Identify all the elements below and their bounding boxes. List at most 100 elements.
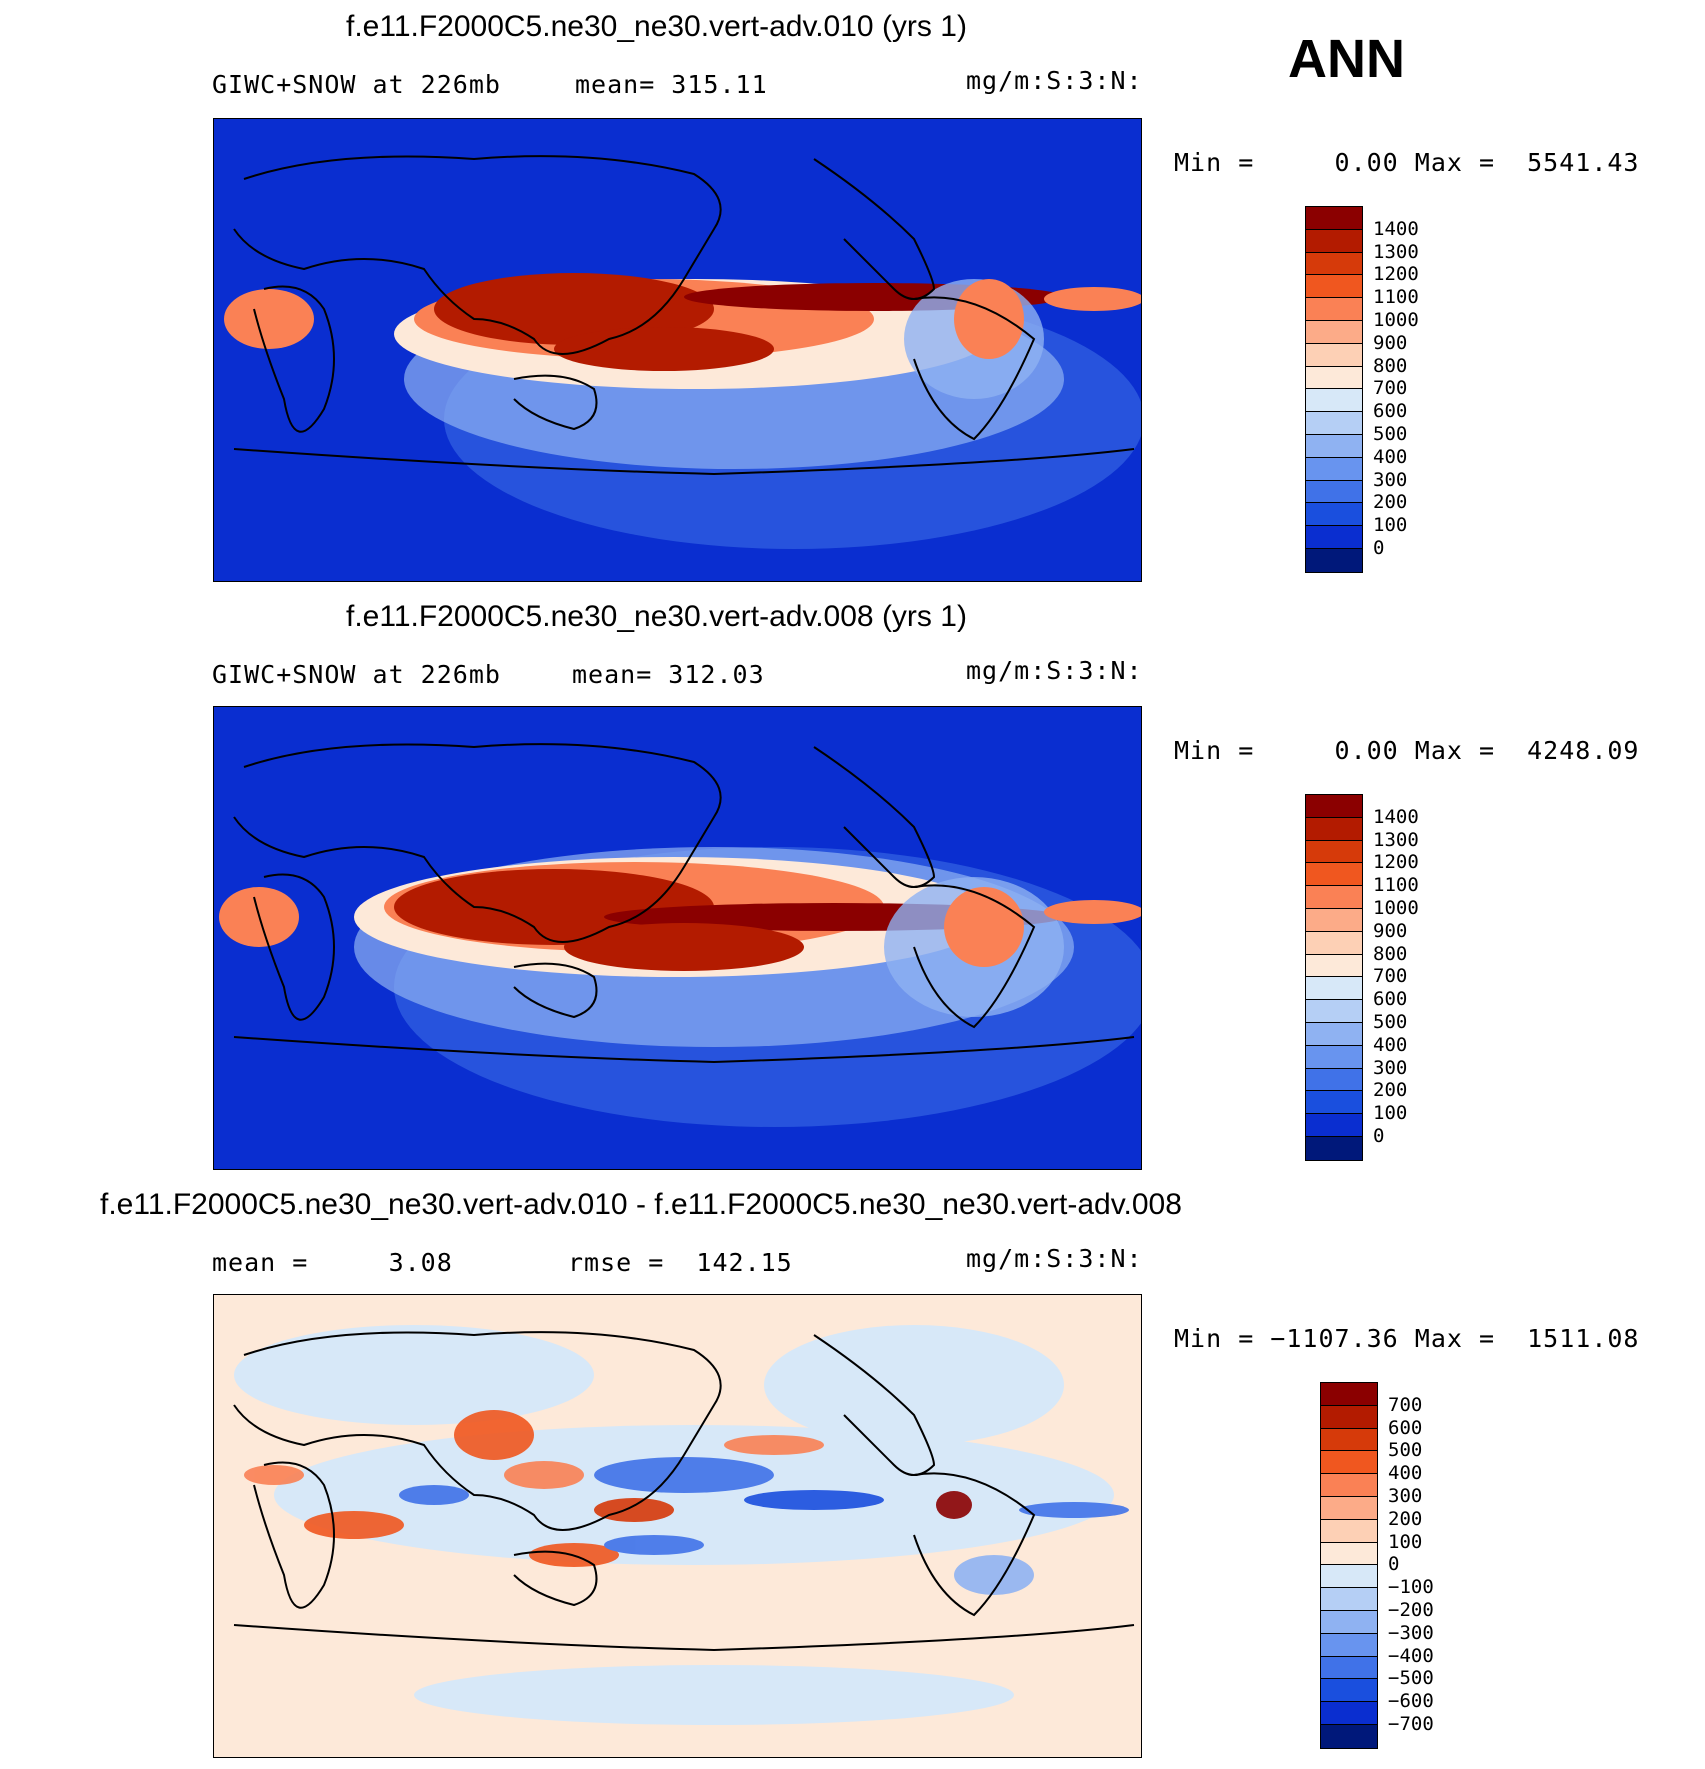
colorbar-cell bbox=[1306, 434, 1362, 458]
colorbar-cell bbox=[1306, 320, 1362, 344]
colorbar-label: 1300 bbox=[1373, 240, 1419, 263]
colorbar-cell bbox=[1321, 1679, 1377, 1703]
colorbar-label: −100 bbox=[1388, 1576, 1434, 1599]
colorbar-label: 1000 bbox=[1373, 897, 1419, 919]
colorbar-cell bbox=[1321, 1542, 1377, 1566]
colorbar-label: 0 bbox=[1373, 537, 1385, 559]
colorbar-label: 300 bbox=[1373, 468, 1408, 491]
colorbar-label: −300 bbox=[1388, 1621, 1434, 1644]
colorbar-cell bbox=[1306, 548, 1362, 572]
colorbar-label: 900 bbox=[1373, 919, 1408, 942]
colorbar-cell bbox=[1306, 908, 1362, 932]
colorbar-cell bbox=[1321, 1383, 1377, 1406]
colorbar-cell bbox=[1306, 389, 1362, 413]
colorbar-label: 600 bbox=[1373, 988, 1408, 1011]
colorbar-label: 100 bbox=[1388, 1530, 1423, 1553]
colorbar-label: 900 bbox=[1373, 331, 1408, 354]
colorbar-label: 1100 bbox=[1373, 286, 1419, 309]
colorbar-cell bbox=[1306, 1045, 1362, 1069]
colorbar-cell bbox=[1306, 457, 1362, 481]
colorbar-label: 300 bbox=[1388, 1485, 1423, 1507]
colorbar-cell bbox=[1306, 977, 1362, 1001]
colorbar-cell bbox=[1306, 840, 1362, 864]
panel-3-rmse: rmse = 142.15 bbox=[568, 1248, 793, 1277]
colorbar-label: −700 bbox=[1388, 1713, 1434, 1735]
colorbar-cell bbox=[1321, 1519, 1377, 1543]
colorbar-cell bbox=[1306, 863, 1362, 887]
colorbar-cell bbox=[1306, 954, 1362, 978]
panel-3-title: f.e11.F2000C5.ne30_ne30.vert-adv.010 - f… bbox=[100, 1188, 1182, 1221]
colorbar-label: 500 bbox=[1373, 1011, 1408, 1033]
colorbar-label: −600 bbox=[1388, 1690, 1434, 1713]
panel-2-map bbox=[213, 706, 1142, 1170]
colorbar-cell bbox=[1306, 1114, 1362, 1137]
colorbar-label: 200 bbox=[1373, 1079, 1408, 1102]
colorbar-label: 700 bbox=[1388, 1393, 1423, 1416]
colorbar-label: 600 bbox=[1373, 400, 1408, 423]
colorbar-cell bbox=[1306, 252, 1362, 276]
colorbar-cell bbox=[1306, 1068, 1362, 1092]
colorbar-cell bbox=[1321, 1724, 1377, 1748]
colorbar-cell bbox=[1306, 343, 1362, 367]
colorbar-label: 300 bbox=[1373, 1056, 1408, 1079]
panel-3-minmax: Min = −1107.36 Max = 1511.08 bbox=[1174, 1324, 1640, 1353]
colorbar-cell bbox=[1306, 207, 1362, 230]
colorbar-cell bbox=[1306, 1136, 1362, 1160]
colorbar-cell bbox=[1321, 1496, 1377, 1520]
panel-2-minmax: Min = 0.00 Max = 4248.09 bbox=[1174, 736, 1640, 765]
colorbar-cell bbox=[1321, 1405, 1377, 1429]
colorbar-cell bbox=[1306, 1091, 1362, 1115]
colorbar-cell bbox=[1306, 229, 1362, 253]
colorbar-cell bbox=[1306, 480, 1362, 504]
colorbar-label: 800 bbox=[1373, 354, 1408, 377]
panel-2-units: mg/m:S:3:N: bbox=[966, 656, 1143, 685]
colorbar-cell bbox=[1306, 298, 1362, 321]
colorbar-cell bbox=[1306, 1022, 1362, 1046]
colorbar-label: 400 bbox=[1373, 445, 1408, 468]
panel-3-mean: mean = 3.08 bbox=[212, 1248, 453, 1277]
season-label: ANN bbox=[1288, 29, 1405, 89]
colorbar-label: 600 bbox=[1388, 1416, 1423, 1439]
colorbar-label: 500 bbox=[1388, 1439, 1423, 1462]
panel-2-mean: mean= 312.03 bbox=[572, 660, 765, 689]
colorbar-label: −200 bbox=[1388, 1599, 1434, 1621]
colorbar-cell bbox=[1321, 1633, 1377, 1657]
colorbar-label: 1400 bbox=[1373, 805, 1419, 828]
colorbar-cell bbox=[1306, 366, 1362, 390]
colorbar-cell bbox=[1306, 275, 1362, 299]
colorbar-label: 100 bbox=[1373, 514, 1408, 537]
colorbar-label: 400 bbox=[1373, 1033, 1408, 1056]
colorbar-label: 400 bbox=[1388, 1462, 1423, 1485]
colorbar-label: 1200 bbox=[1373, 263, 1419, 286]
panel-1-variable: GIWC+SNOW at 226mb bbox=[212, 70, 501, 99]
colorbar-cell bbox=[1321, 1428, 1377, 1452]
colorbar-cell bbox=[1306, 795, 1362, 818]
panel-1-units: mg/m:S:3:N: bbox=[966, 66, 1143, 95]
colorbar-label: 1100 bbox=[1373, 874, 1419, 897]
colorbar-cell bbox=[1306, 931, 1362, 955]
colorbar-label: 1300 bbox=[1373, 828, 1419, 851]
colorbar-label: 700 bbox=[1373, 377, 1408, 400]
colorbar-cell bbox=[1321, 1474, 1377, 1497]
colorbar-cell bbox=[1321, 1610, 1377, 1634]
colorbar-cell bbox=[1306, 526, 1362, 549]
colorbar-cell bbox=[1306, 412, 1362, 435]
panel-1-title: f.e11.F2000C5.ne30_ne30.vert-adv.010 (yr… bbox=[346, 10, 967, 43]
panel-3-units: mg/m:S:3:N: bbox=[966, 1244, 1143, 1273]
colorbar-cell bbox=[1321, 1588, 1377, 1611]
colorbar-label: 700 bbox=[1373, 965, 1408, 988]
colorbar-cell bbox=[1306, 1000, 1362, 1023]
panel-2-variable: GIWC+SNOW at 226mb bbox=[212, 660, 501, 689]
colorbar-label: 1400 bbox=[1373, 217, 1419, 240]
colorbar-label: 100 bbox=[1373, 1102, 1408, 1125]
panel-1-map bbox=[213, 118, 1142, 582]
colorbar-label: 1200 bbox=[1373, 851, 1419, 874]
panel-2-title: f.e11.F2000C5.ne30_ne30.vert-adv.008 (yr… bbox=[346, 600, 967, 633]
colorbar-cell bbox=[1321, 1451, 1377, 1475]
colorbar-cell bbox=[1321, 1565, 1377, 1589]
panel-1-minmax: Min = 0.00 Max = 5541.43 bbox=[1174, 148, 1640, 177]
colorbar-cell bbox=[1321, 1702, 1377, 1725]
colorbar-label: −400 bbox=[1388, 1644, 1434, 1667]
colorbar-label: 200 bbox=[1388, 1507, 1423, 1530]
colorbar-cell bbox=[1321, 1656, 1377, 1680]
